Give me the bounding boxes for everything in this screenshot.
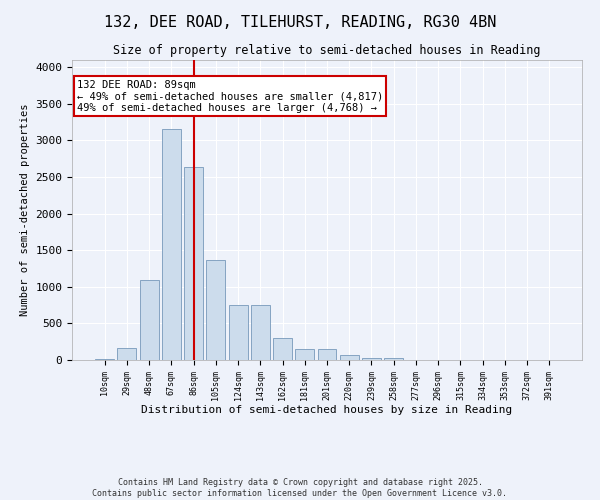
Bar xyxy=(206,260,225,360)
Text: 132 DEE ROAD: 89sqm
← 49% of semi-detached houses are smaller (4,817)
49% of sem: 132 DEE ROAD: 89sqm ← 49% of semi-detach… xyxy=(77,80,383,112)
Text: Contains HM Land Registry data © Crown copyright and database right 2025.
Contai: Contains HM Land Registry data © Crown c… xyxy=(92,478,508,498)
Bar xyxy=(362,358,381,360)
Bar xyxy=(317,350,337,360)
Bar xyxy=(184,167,203,360)
X-axis label: Distribution of semi-detached houses by size in Reading: Distribution of semi-detached houses by … xyxy=(142,406,512,415)
Bar xyxy=(118,348,136,360)
Bar xyxy=(384,358,403,360)
Title: Size of property relative to semi-detached houses in Reading: Size of property relative to semi-detach… xyxy=(113,44,541,58)
Bar xyxy=(340,355,359,360)
Y-axis label: Number of semi-detached properties: Number of semi-detached properties xyxy=(20,104,30,316)
Bar xyxy=(273,338,292,360)
Bar xyxy=(295,350,314,360)
Bar xyxy=(229,305,248,360)
Bar xyxy=(251,305,270,360)
Bar xyxy=(140,280,158,360)
Bar xyxy=(162,129,181,360)
Text: 132, DEE ROAD, TILEHURST, READING, RG30 4BN: 132, DEE ROAD, TILEHURST, READING, RG30 … xyxy=(104,15,496,30)
